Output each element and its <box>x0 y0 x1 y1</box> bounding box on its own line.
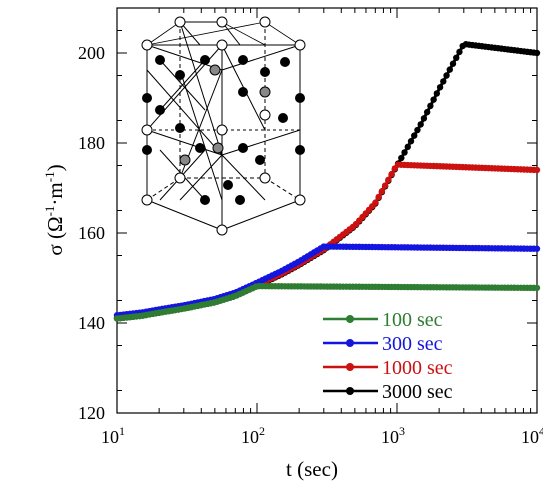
data-point <box>449 60 457 67</box>
y-tick-label: 160 <box>78 223 105 243</box>
legend-label: 1000 sec <box>382 357 453 379</box>
data-point <box>417 121 424 128</box>
data-point <box>533 49 541 57</box>
data-point <box>385 176 392 184</box>
y-tick-label: 140 <box>78 313 105 333</box>
data-point <box>414 126 421 134</box>
data-point <box>378 188 386 195</box>
data-point <box>443 72 450 79</box>
data-point <box>436 84 444 91</box>
data-point <box>420 115 428 122</box>
x-tick-label: 103 <box>381 424 405 447</box>
axis-ticks: 101 102 103 104 120 140 160 180 200 <box>78 8 543 447</box>
data-point <box>427 102 434 110</box>
legend-marker <box>346 339 354 347</box>
legend-label: 300 sec <box>382 333 443 355</box>
data-point <box>446 66 453 73</box>
data-point <box>533 284 541 292</box>
data-point <box>411 132 418 139</box>
plot-frame <box>116 7 538 414</box>
data-point <box>440 78 447 85</box>
y-tick-label: 180 <box>78 133 105 153</box>
data-point <box>453 54 460 62</box>
legend-label: 100 sec <box>382 309 443 331</box>
data-point <box>388 170 395 178</box>
series-line <box>116 284 538 320</box>
x-tick-label: 102 <box>241 424 265 447</box>
data-point <box>404 143 411 151</box>
data-point <box>430 96 437 103</box>
y-axis-label-sup1: -1 <box>42 206 57 217</box>
data-point <box>433 90 441 97</box>
data-point <box>407 138 415 145</box>
data-point <box>423 108 431 116</box>
legend-marker <box>346 387 354 395</box>
series-1000-sec <box>113 161 541 321</box>
data-point <box>533 245 541 252</box>
series-100-sec <box>113 282 541 322</box>
series-300-sec <box>113 243 541 319</box>
data-point <box>398 154 405 162</box>
y-tick-label: 120 <box>78 403 105 423</box>
x-tick-label: 104 <box>521 424 543 447</box>
y-tick-label: 200 <box>78 43 105 63</box>
data-point <box>401 149 408 156</box>
crystal-structure-inset <box>141 16 306 236</box>
data-point <box>533 166 541 174</box>
data-series <box>113 41 541 322</box>
data-point <box>375 193 382 201</box>
y-axis-label-sup2: -1 <box>42 171 57 182</box>
y-axis-label: σ (Ω-1·m-1) <box>42 164 67 255</box>
data-point <box>456 48 463 56</box>
data-point <box>372 199 379 206</box>
data-point <box>381 182 389 189</box>
series-line <box>116 163 538 320</box>
legend-label: 3000 sec <box>382 381 453 403</box>
legend-marker <box>346 363 354 371</box>
x-tick-label: 101 <box>101 424 125 447</box>
x-axis-label: t (sec) <box>286 457 338 481</box>
legend-marker <box>346 315 354 323</box>
